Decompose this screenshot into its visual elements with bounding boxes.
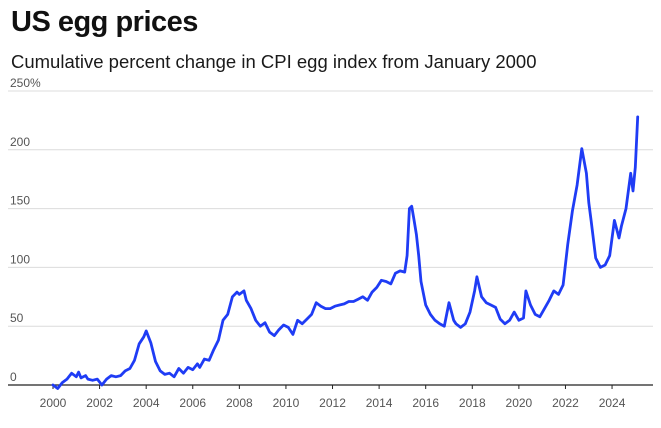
series-line: [51, 115, 640, 390]
x-tick-label: 2002: [86, 396, 113, 410]
x-tick-label: 2024: [599, 396, 626, 410]
x-tick-label: 2020: [506, 396, 533, 410]
y-tick-label: 250%: [10, 76, 41, 90]
gridlines: [8, 90, 653, 386]
x-axis-ticks: 2000 2002 2004 2006 2008 2010 2012 2014 2016 2018…: [40, 385, 626, 410]
x-tick-label: 2018: [459, 396, 486, 410]
y-tick-label: 50: [10, 311, 24, 325]
x-tick-label: 2000: [40, 396, 67, 410]
x-tick-label: 2012: [319, 396, 346, 410]
chart-subtitle: Cumulative percent change in CPI egg ind…: [11, 51, 537, 72]
x-tick-label: 2022: [552, 396, 579, 410]
chart-title: US egg prices: [11, 6, 198, 38]
y-axis-ticks: 0 50 100 150 200 250%: [10, 76, 41, 384]
x-tick-label: 2004: [133, 396, 160, 410]
x-tick-label: 2008: [226, 396, 253, 410]
y-tick-label: 100: [10, 252, 30, 266]
x-tick-label: 2016: [412, 396, 439, 410]
y-tick-label: 200: [10, 135, 30, 149]
x-tick-label: 2006: [179, 396, 206, 410]
x-tick-label: 2014: [366, 396, 393, 410]
y-tick-label: 0: [10, 370, 17, 384]
y-tick-label: 150: [10, 194, 30, 208]
x-tick-label: 2010: [273, 396, 300, 410]
series-layer: [51, 115, 640, 390]
